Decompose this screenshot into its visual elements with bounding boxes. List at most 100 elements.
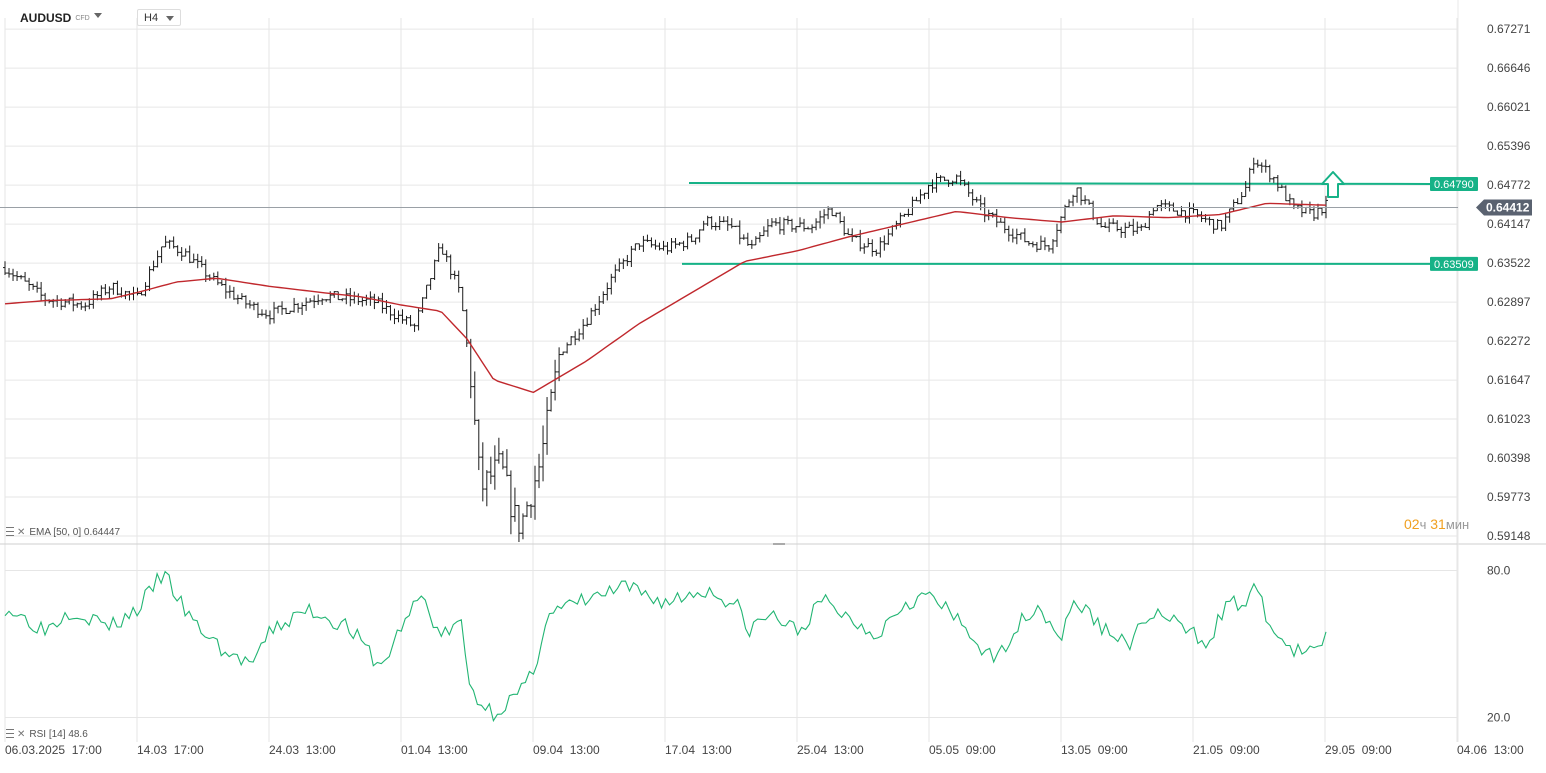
settings-lines-icon[interactable]	[6, 527, 14, 536]
ema-legend[interactable]: ✕ EMA [50, 0] 0.64447	[6, 527, 120, 538]
candle	[745, 232, 750, 246]
candle	[673, 237, 678, 249]
candle	[741, 234, 746, 240]
candle	[1071, 194, 1076, 207]
candle	[1279, 184, 1284, 189]
candle	[777, 216, 782, 235]
candle	[954, 174, 959, 184]
rsi-params: [14]	[48, 729, 66, 740]
candle	[818, 210, 823, 229]
x-tick-label: 04.06 13:00	[1457, 743, 1524, 757]
candle	[693, 237, 698, 245]
candle	[637, 243, 642, 251]
candle	[874, 249, 879, 256]
candle	[300, 302, 305, 315]
candle	[802, 218, 807, 232]
candle	[1018, 232, 1023, 240]
support-resistance-lines[interactable]: 0.64790 0.63509	[682, 176, 1478, 271]
rsi-legend[interactable]: ✕ RSI [14] 48.6	[6, 729, 88, 740]
timeframe-select[interactable]: H4	[137, 9, 181, 26]
candle	[773, 218, 778, 226]
candle	[1079, 187, 1084, 206]
timeframe-value: H4	[144, 12, 159, 24]
candle	[878, 237, 883, 258]
candle	[950, 180, 955, 186]
candle	[569, 336, 574, 346]
chevron-down-icon[interactable]	[94, 13, 102, 18]
candle	[593, 304, 598, 316]
candle	[689, 234, 694, 243]
x-tick-label: 05.05 09:00	[929, 743, 996, 757]
candle	[545, 397, 550, 455]
candle-countdown: 02ч 31мин	[1404, 516, 1469, 532]
candle	[749, 239, 754, 249]
candle	[115, 280, 120, 296]
candle	[669, 238, 674, 254]
candle	[862, 243, 867, 254]
candle	[416, 308, 421, 331]
rsi-tick-label: 80.0	[1487, 564, 1511, 578]
x-tick-label: 01.04 13:00	[401, 743, 468, 757]
candle	[733, 225, 738, 228]
candle	[528, 503, 533, 518]
close-icon[interactable]: ✕	[17, 527, 26, 538]
candle	[725, 216, 730, 231]
candle	[621, 258, 626, 270]
candle	[990, 212, 995, 218]
candle	[496, 437, 501, 464]
symbol-selector[interactable]: AUDUSD CFD	[20, 11, 90, 25]
settings-lines-icon[interactable]	[6, 729, 14, 738]
candle	[914, 196, 919, 202]
candle	[930, 179, 935, 193]
candle	[356, 293, 361, 306]
candle	[171, 236, 176, 249]
candle	[918, 189, 923, 204]
candle	[284, 307, 289, 315]
candle	[1119, 226, 1124, 238]
candle	[922, 192, 927, 200]
candle	[420, 297, 425, 313]
candle	[665, 241, 670, 255]
candle	[372, 293, 377, 310]
candle	[994, 209, 999, 228]
candle	[268, 310, 273, 325]
candle	[793, 226, 798, 233]
candle	[617, 258, 622, 272]
candle	[858, 229, 863, 252]
chevron-down-icon	[166, 16, 174, 21]
x-tick-label: 13.05 09:00	[1061, 743, 1128, 757]
candle	[1283, 185, 1288, 202]
close-icon[interactable]: ✕	[17, 729, 26, 740]
candle	[1251, 157, 1256, 174]
candle	[476, 419, 481, 471]
candle	[1191, 203, 1196, 214]
candle	[902, 213, 907, 217]
candle	[1239, 191, 1244, 205]
candle	[769, 218, 774, 228]
candle	[781, 217, 786, 235]
candle	[605, 282, 610, 301]
y-tick-label: 0.63522	[1487, 256, 1531, 270]
candle	[396, 310, 401, 323]
candle	[966, 181, 971, 197]
candle	[428, 278, 433, 290]
candle	[1159, 200, 1164, 212]
candle	[701, 220, 706, 231]
candle	[235, 294, 240, 305]
candle	[1227, 208, 1232, 223]
candle	[27, 277, 32, 291]
x-tick-label: 06.03.2025 17:00	[5, 743, 102, 757]
rsi-line	[4, 570, 1327, 723]
candle	[886, 229, 891, 245]
candle	[43, 292, 48, 307]
candle	[1143, 222, 1148, 228]
candle	[1046, 244, 1051, 252]
candle	[83, 302, 88, 312]
candle	[276, 305, 281, 314]
candle	[1175, 210, 1180, 216]
candle	[516, 504, 521, 543]
timer-minutes: 31	[1430, 516, 1446, 532]
candle	[404, 315, 409, 325]
